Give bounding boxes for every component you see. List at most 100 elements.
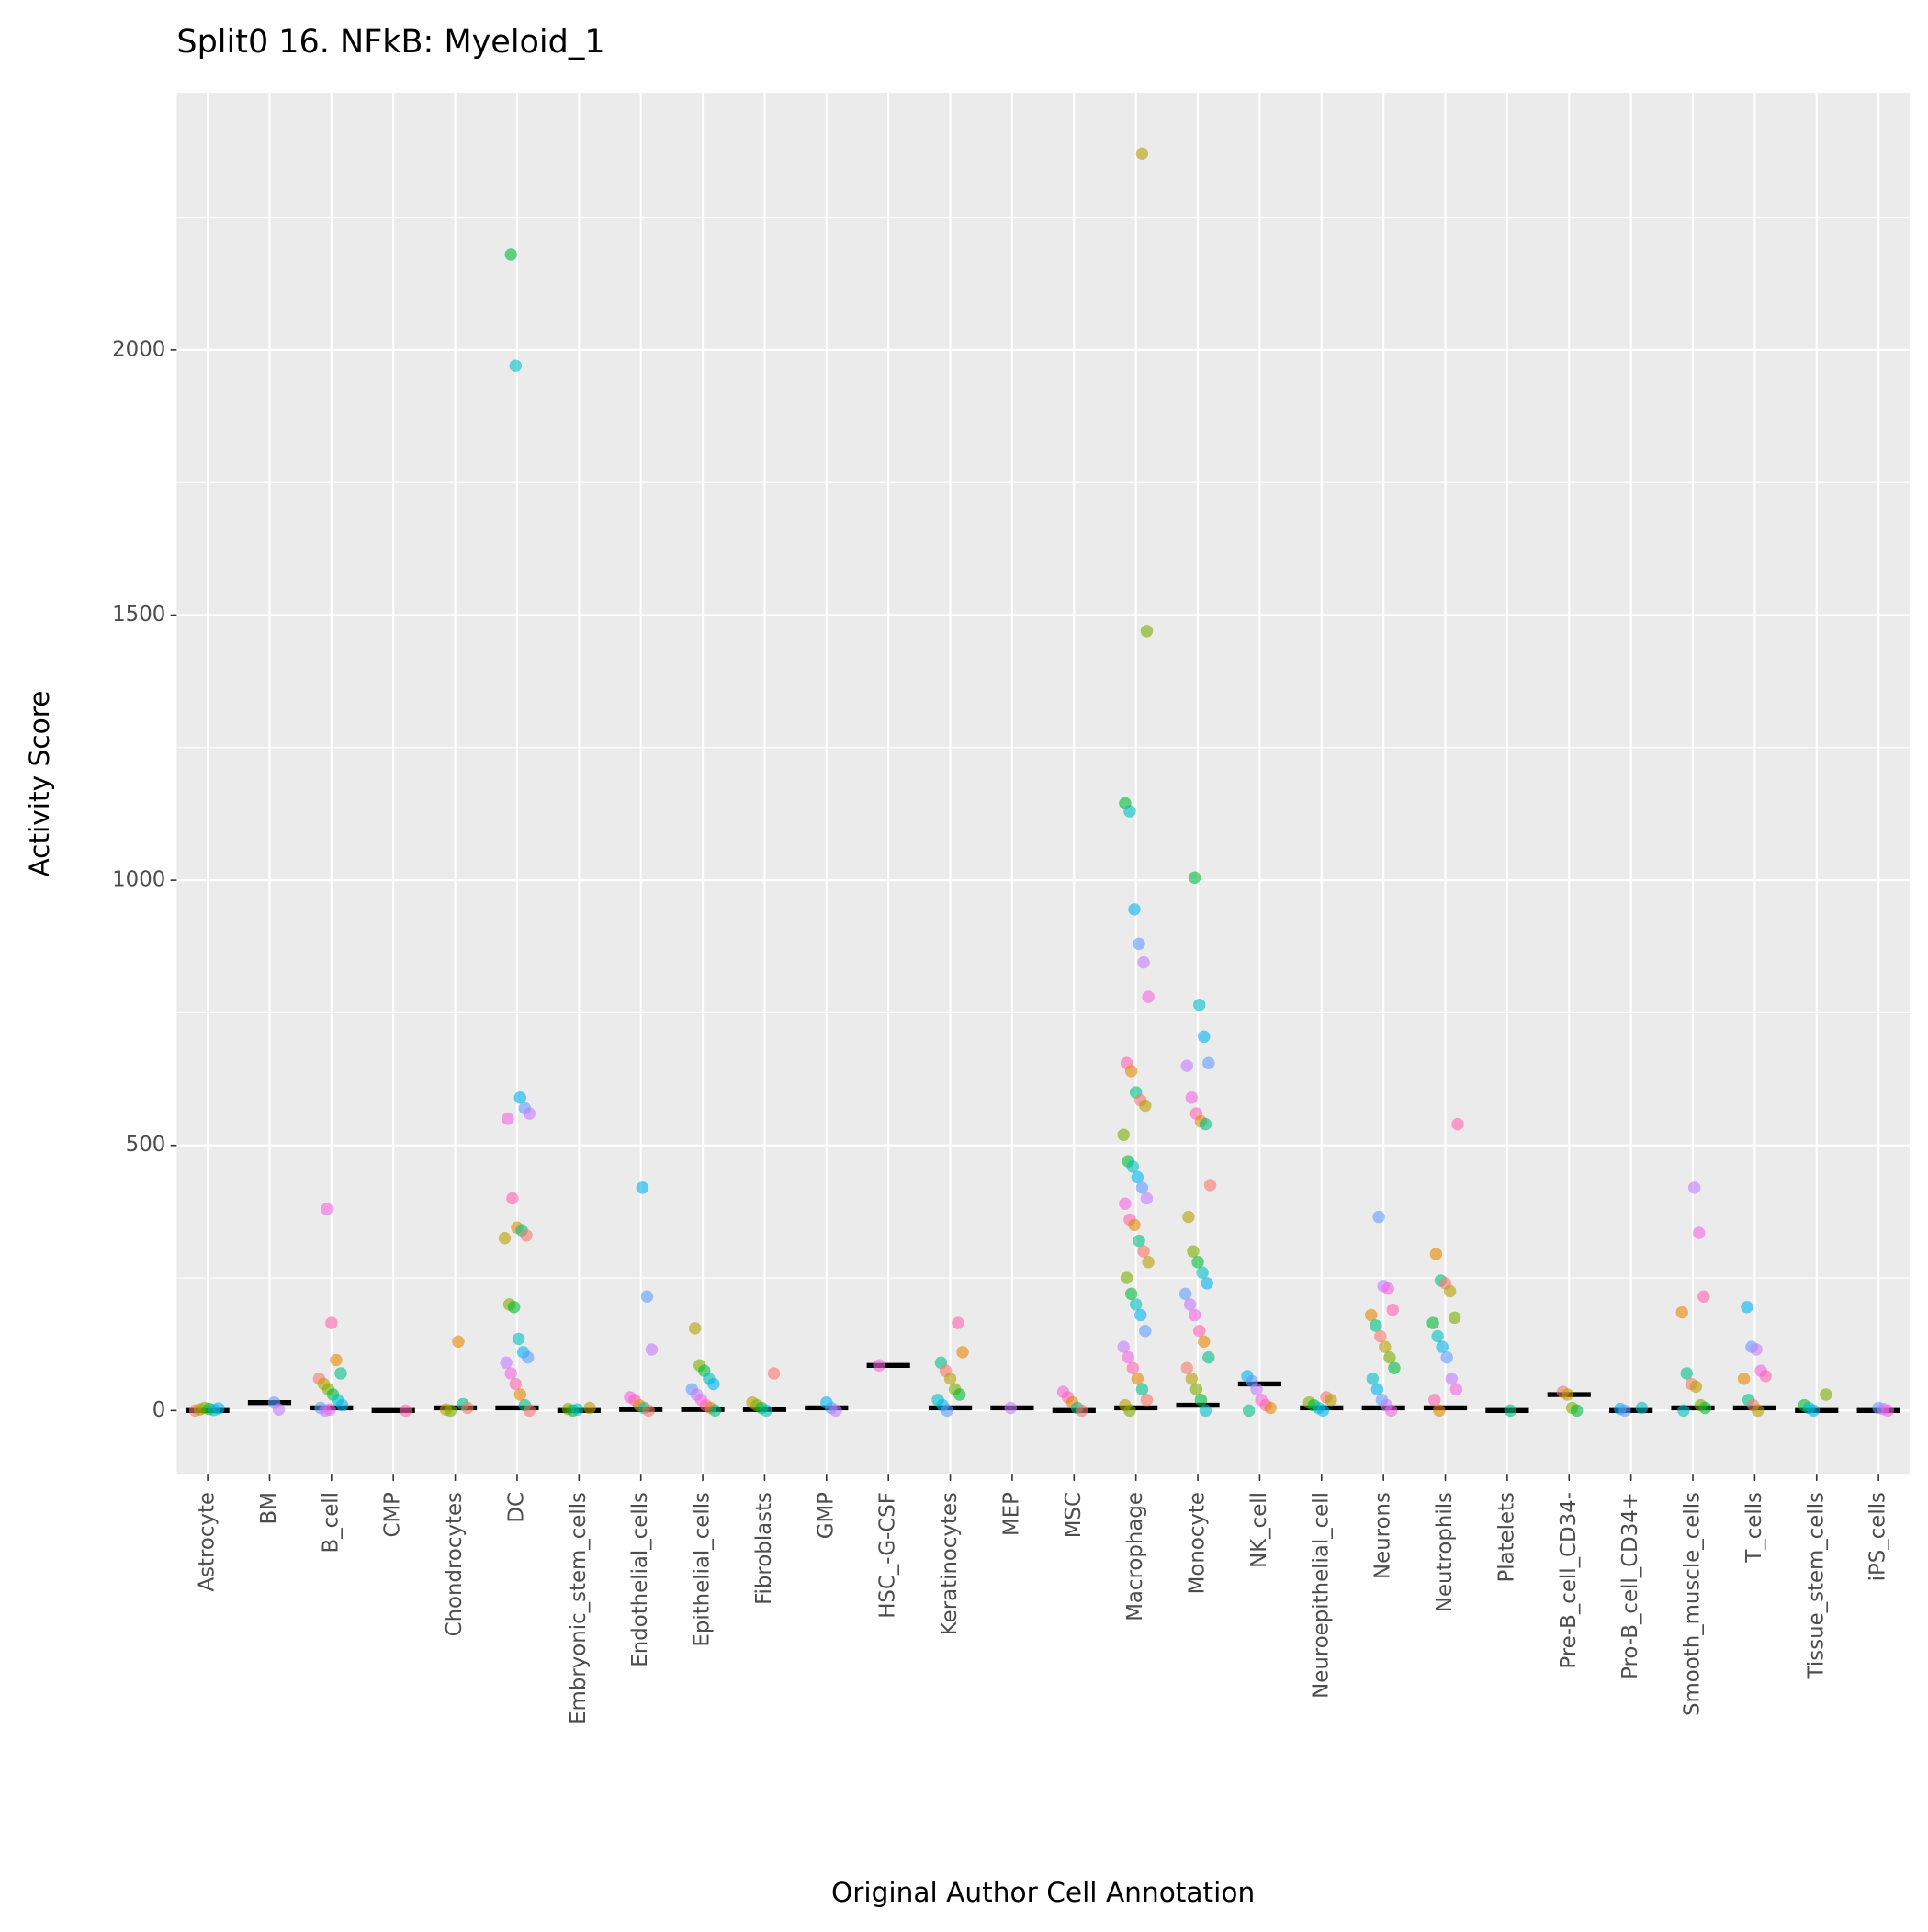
x-tick-label: Keratinocytes bbox=[938, 1492, 962, 1635]
point bbox=[1372, 1210, 1385, 1224]
point bbox=[1133, 937, 1145, 951]
point bbox=[1325, 1394, 1337, 1407]
point bbox=[509, 1377, 522, 1391]
point bbox=[1188, 1308, 1201, 1322]
x-tick-label: Smooth_muscle_cells bbox=[1681, 1492, 1705, 1716]
point bbox=[1675, 1305, 1688, 1319]
point bbox=[1202, 1350, 1215, 1364]
point bbox=[1135, 1383, 1149, 1395]
point bbox=[1119, 1197, 1132, 1210]
point bbox=[1370, 1383, 1384, 1395]
point bbox=[1131, 1372, 1144, 1385]
point bbox=[523, 1107, 536, 1120]
point bbox=[1199, 1404, 1212, 1418]
point bbox=[1386, 1303, 1399, 1316]
point bbox=[829, 1404, 842, 1418]
point bbox=[512, 1332, 525, 1346]
y-tick-label: 500 bbox=[126, 1133, 166, 1157]
point bbox=[1183, 1298, 1197, 1311]
point bbox=[1242, 1404, 1256, 1418]
point bbox=[1202, 1056, 1215, 1069]
point bbox=[1128, 1218, 1141, 1232]
point bbox=[1189, 1383, 1203, 1395]
point bbox=[1737, 1372, 1751, 1385]
point bbox=[1750, 1343, 1763, 1356]
point bbox=[1135, 1181, 1149, 1194]
point bbox=[1250, 1383, 1263, 1395]
point bbox=[272, 1403, 286, 1416]
point bbox=[873, 1359, 885, 1373]
point bbox=[1182, 1210, 1195, 1224]
point bbox=[1192, 1325, 1206, 1338]
point bbox=[1194, 1394, 1208, 1407]
point bbox=[636, 1181, 649, 1194]
point bbox=[1124, 1065, 1138, 1078]
point bbox=[1752, 1404, 1765, 1418]
point bbox=[956, 1346, 969, 1359]
marks bbox=[186, 147, 1900, 1418]
point bbox=[1180, 1059, 1193, 1072]
point bbox=[1429, 1248, 1443, 1260]
point bbox=[1117, 1340, 1130, 1353]
point bbox=[1187, 1245, 1200, 1258]
x-tick-label: HSC_-G-CSF bbox=[876, 1492, 900, 1619]
point bbox=[1635, 1401, 1649, 1415]
point bbox=[399, 1404, 412, 1418]
panel bbox=[176, 92, 1910, 1475]
point bbox=[1433, 1404, 1446, 1418]
point bbox=[1185, 1372, 1199, 1385]
point bbox=[1388, 1361, 1401, 1374]
point bbox=[645, 1343, 659, 1356]
point bbox=[1366, 1372, 1380, 1385]
x-tick-label: BM bbox=[257, 1492, 281, 1524]
point bbox=[1120, 1271, 1133, 1284]
point bbox=[330, 1353, 343, 1367]
point bbox=[1741, 1301, 1753, 1314]
point bbox=[1379, 1340, 1392, 1353]
point bbox=[1123, 805, 1136, 818]
point bbox=[1504, 1404, 1516, 1418]
point bbox=[513, 1091, 527, 1104]
point bbox=[509, 359, 522, 372]
point bbox=[708, 1404, 722, 1418]
chart-title: Split0 16. NFkB: Myeloid_1 bbox=[176, 24, 604, 61]
point bbox=[1140, 1192, 1154, 1205]
point bbox=[1126, 1160, 1140, 1173]
point bbox=[1185, 1091, 1199, 1104]
point bbox=[506, 1192, 519, 1205]
point bbox=[1203, 1179, 1217, 1192]
point bbox=[502, 1113, 514, 1125]
point bbox=[1126, 1361, 1140, 1374]
point bbox=[1316, 1404, 1330, 1418]
x-tick-label: Pro-B_cell_CD34+ bbox=[1618, 1492, 1642, 1679]
point bbox=[1137, 955, 1150, 969]
point bbox=[1561, 1388, 1574, 1401]
point bbox=[1124, 1287, 1138, 1301]
point bbox=[452, 1335, 465, 1349]
point bbox=[1426, 1316, 1439, 1329]
point bbox=[504, 248, 517, 261]
point bbox=[498, 1232, 512, 1245]
y-tick-label: 2000 bbox=[112, 337, 165, 361]
point bbox=[1370, 1319, 1382, 1332]
point bbox=[1004, 1401, 1017, 1415]
y-tick-label: 1500 bbox=[112, 603, 165, 627]
point bbox=[583, 1401, 596, 1415]
point bbox=[504, 1367, 517, 1380]
point bbox=[212, 1402, 225, 1415]
point bbox=[953, 1388, 966, 1401]
point bbox=[507, 1301, 521, 1314]
point bbox=[1618, 1404, 1631, 1418]
point bbox=[1123, 1404, 1136, 1418]
point bbox=[640, 1290, 654, 1303]
point bbox=[952, 1316, 964, 1329]
point bbox=[444, 1404, 457, 1418]
point bbox=[1693, 1226, 1706, 1239]
point bbox=[1677, 1404, 1690, 1418]
x-axis-label: Original Author Cell Annotation bbox=[831, 1877, 1255, 1908]
point bbox=[500, 1356, 513, 1370]
point bbox=[1697, 1290, 1710, 1303]
x-tick-label: Macrophage bbox=[1123, 1492, 1147, 1621]
point bbox=[1431, 1329, 1444, 1343]
point bbox=[1443, 1284, 1457, 1298]
